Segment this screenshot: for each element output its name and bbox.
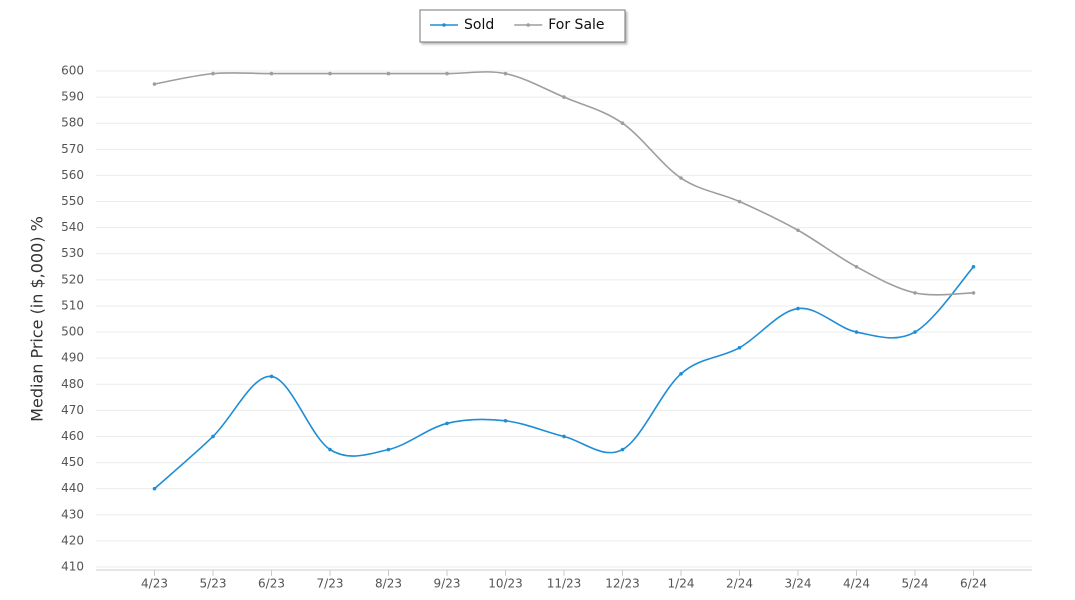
y-tick-label: 420 [61, 533, 84, 547]
point [796, 228, 800, 233]
x-tick-label: 11/23 [547, 577, 582, 591]
y-tick-label: 410 [61, 560, 84, 574]
y-tick-label: 600 [61, 64, 84, 78]
x-tick-label: 6/24 [960, 577, 987, 591]
point [386, 71, 391, 76]
y-tick-label: 440 [61, 481, 84, 495]
y-tick-label: 500 [61, 325, 84, 339]
x-tick-label: 4/24 [843, 577, 870, 591]
x-tick-label: 5/24 [902, 577, 929, 591]
y-tick-label: 590 [61, 90, 84, 104]
y-tick-label: 430 [61, 507, 84, 521]
y-tick-label: 570 [61, 142, 84, 156]
y-tick-label: 560 [61, 168, 84, 182]
x-tick-label: 4/23 [141, 577, 168, 591]
point [796, 306, 800, 311]
x-tick-label: 7/23 [317, 577, 344, 591]
point [445, 421, 449, 426]
y-tick-label: 540 [61, 220, 84, 234]
legend-label: For Sale [548, 17, 604, 33]
legend-label: Sold [464, 17, 494, 33]
point [620, 121, 625, 126]
x-tick-label: 6/23 [258, 577, 285, 591]
point [562, 95, 566, 99]
y-tick-label: 520 [61, 272, 84, 286]
point [913, 330, 917, 334]
point [269, 374, 274, 379]
y-tick-label: 480 [61, 377, 84, 391]
legend-swatch-dot [442, 23, 446, 27]
point [971, 291, 976, 295]
x-tick-label: 8/23 [375, 577, 402, 591]
y-tick-label: 510 [61, 298, 84, 312]
point [328, 71, 332, 76]
y-tick-label: 450 [61, 455, 84, 469]
point [971, 264, 976, 269]
point [737, 345, 742, 350]
y-tick-label: 470 [61, 403, 84, 417]
point [854, 264, 859, 269]
y-tick-label: 490 [61, 351, 84, 365]
point [152, 486, 157, 491]
point [503, 419, 508, 423]
point [737, 199, 742, 204]
x-tick-label: 3/24 [785, 577, 812, 591]
point [211, 71, 215, 76]
point [445, 71, 449, 76]
y-axis-title: Median Price (in $,000) % [28, 216, 47, 422]
point [679, 176, 683, 180]
x-tick-label: 1/24 [668, 577, 695, 591]
point [913, 291, 917, 295]
x-tick-label: 9/23 [434, 577, 461, 591]
point [620, 447, 625, 452]
legend: Sold For Sale [419, 9, 626, 43]
x-tick-label: 5/23 [200, 577, 227, 591]
series-line [154, 71, 974, 296]
legend-swatch-dot [526, 23, 531, 27]
point [269, 71, 274, 76]
point [679, 372, 683, 376]
point [386, 447, 391, 452]
y-tick-label: 460 [61, 429, 84, 443]
x-tick-label: 10/23 [488, 577, 523, 591]
x-tick-label: 2/24 [726, 577, 753, 591]
point [562, 434, 566, 439]
legend-box [419, 9, 626, 43]
series-line [153, 266, 975, 490]
point [211, 434, 215, 439]
y-tick-label: 550 [61, 194, 84, 208]
point [152, 82, 157, 86]
point [328, 447, 332, 452]
point [503, 71, 508, 76]
point [854, 330, 859, 334]
y-tick-label: 580 [61, 116, 84, 130]
x-tick-label: 12/23 [605, 577, 640, 591]
y-tick-label: 530 [61, 246, 84, 260]
